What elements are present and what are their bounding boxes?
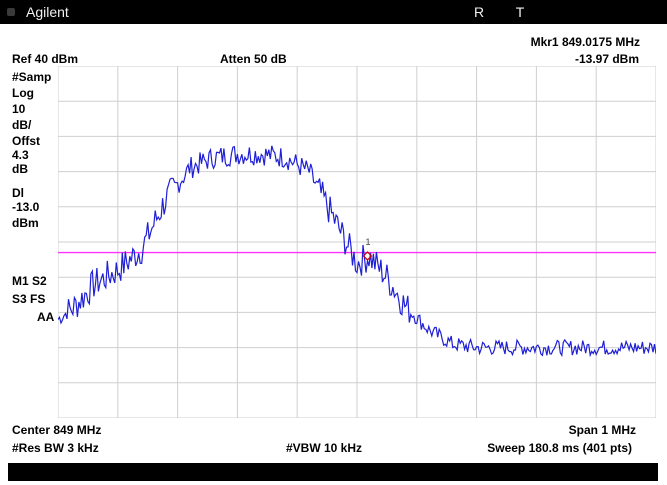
- log-label: Log: [12, 86, 34, 100]
- s3-fs-label: S3 FS: [12, 292, 46, 306]
- marker-value: -13.97 dBm: [574, 52, 639, 66]
- display-line-label: Dl: [12, 186, 24, 200]
- brand-name: Agilent: [26, 4, 69, 20]
- display-line-unit: dBm: [12, 216, 39, 230]
- marker-diamond-icon: [362, 251, 373, 261]
- marker-1[interactable]: 1: [362, 237, 373, 261]
- spectrum-trace: [57, 145, 657, 358]
- span: Span 1 MHz: [568, 423, 636, 437]
- ref-level: Ref 40 dBm: [12, 52, 79, 66]
- spectrum-plot: 1: [57, 65, 657, 419]
- samp-label: #Samp: [12, 70, 52, 84]
- db-div-label: dB/: [12, 118, 32, 132]
- resolution-bandwidth: #Res BW 3 kHz: [12, 441, 99, 455]
- offset-unit: dB: [12, 162, 28, 176]
- spectrum-display[interactable]: 1: [57, 65, 657, 419]
- status-flags: R T: [474, 4, 539, 20]
- video-bandwidth: #VBW 10 kHz: [286, 441, 363, 455]
- marker-number: 1: [365, 237, 370, 247]
- m1-s2-label: M1 S2: [12, 274, 47, 288]
- aa-label: AA: [37, 310, 55, 324]
- marker-label: Mkr1 849.0175 MHz: [530, 35, 640, 49]
- title-bar: Agilent R T: [0, 0, 667, 24]
- log-value: 10: [12, 102, 26, 116]
- left-panel: #Samp Log 10 dB/ Offst 4.3 dB Dl -13.0 d…: [12, 70, 54, 324]
- softkey-bar: [8, 463, 658, 481]
- center-frequency: Center 849 MHz: [12, 423, 102, 437]
- attenuation: Atten 50 dB: [220, 52, 287, 66]
- sweep-time: Sweep 180.8 ms (401 pts): [487, 441, 632, 455]
- offset-value: 4.3: [12, 148, 29, 162]
- display-line-value: -13.0: [12, 200, 40, 214]
- offset-label: Offst: [12, 134, 40, 148]
- agilent-logo-icon: [7, 8, 15, 16]
